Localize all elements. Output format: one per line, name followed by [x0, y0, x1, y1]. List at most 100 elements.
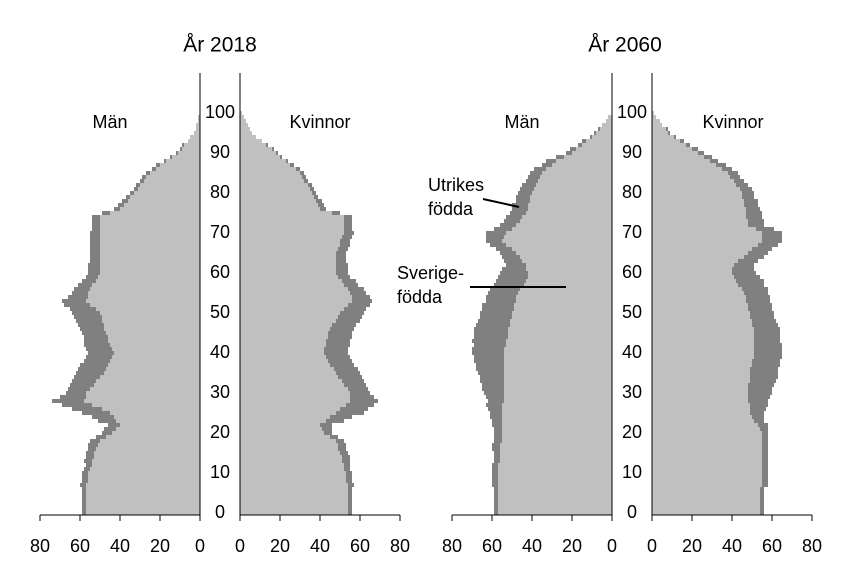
bar [194, 131, 200, 135]
bar [96, 447, 200, 451]
bar [546, 159, 556, 163]
bar [668, 131, 670, 135]
bar [734, 275, 760, 279]
bar [92, 219, 100, 223]
bar [86, 499, 200, 503]
bar [504, 383, 612, 387]
bar [240, 207, 320, 211]
bar [68, 387, 90, 391]
bar [78, 283, 92, 287]
bar [498, 491, 612, 495]
bar [240, 203, 318, 207]
bar [334, 367, 358, 371]
bar [502, 415, 612, 419]
bar [652, 195, 742, 199]
bar [532, 191, 612, 195]
bar [754, 351, 782, 355]
bar [502, 431, 612, 435]
bar [64, 303, 90, 307]
bar [506, 263, 526, 267]
bar [240, 171, 300, 175]
bar [90, 439, 100, 443]
bar [86, 487, 200, 491]
bar [240, 167, 296, 171]
bar [492, 463, 498, 467]
y-tick-label: 80 [210, 182, 230, 202]
bar [502, 419, 612, 423]
bar [520, 287, 612, 291]
bar [144, 179, 200, 183]
bar [754, 335, 780, 339]
bar [108, 339, 200, 343]
y-tick-label: 70 [210, 222, 230, 242]
bar [74, 287, 90, 291]
bar [90, 259, 100, 263]
bar [762, 435, 768, 439]
bar [762, 467, 768, 471]
bar [102, 407, 200, 411]
bar [112, 347, 200, 351]
bar [102, 315, 200, 319]
bar [728, 171, 738, 175]
bar [240, 339, 326, 343]
bar [240, 291, 350, 295]
bar [344, 215, 352, 219]
bar [240, 247, 338, 251]
bar [512, 247, 612, 251]
bar [240, 271, 336, 275]
bar [652, 351, 754, 355]
bar [92, 283, 200, 287]
bar [492, 423, 502, 427]
bar [240, 283, 344, 287]
bar [488, 399, 504, 403]
bar [528, 271, 612, 275]
bar [90, 387, 200, 391]
bar [90, 251, 100, 255]
bar [478, 371, 504, 375]
bar [734, 263, 754, 267]
bar [492, 467, 498, 471]
y-tick-label: 50 [622, 302, 642, 322]
bar [516, 251, 612, 255]
bar [172, 155, 200, 159]
bar [652, 159, 710, 163]
bar [504, 399, 612, 403]
bar [750, 403, 768, 407]
bar [90, 239, 100, 243]
bar [476, 367, 504, 371]
bar [486, 395, 504, 399]
bar [652, 335, 754, 339]
bar [96, 435, 106, 439]
bar [500, 447, 612, 451]
bar [652, 167, 722, 171]
bar [80, 327, 104, 331]
x-tick-label: 80 [442, 536, 462, 556]
bar [196, 127, 200, 131]
bar [90, 231, 100, 235]
bar [502, 427, 612, 431]
annotation: Sverige-födda [397, 263, 464, 307]
bar [502, 407, 612, 411]
bar [240, 419, 326, 423]
y-tick-label: 10 [622, 462, 642, 482]
bar [762, 443, 768, 447]
y-tick-label: 50 [210, 302, 230, 322]
bar [498, 511, 612, 515]
bar [240, 295, 352, 299]
bar [504, 347, 612, 351]
bar [524, 283, 612, 287]
bar [100, 263, 200, 267]
bar [516, 223, 612, 227]
bar [518, 291, 612, 295]
bar [88, 263, 100, 267]
bar [106, 435, 200, 439]
bar [752, 363, 780, 367]
bar [652, 359, 752, 363]
bar [336, 411, 364, 415]
bar [130, 191, 134, 195]
bar [240, 303, 348, 307]
bar [652, 339, 754, 343]
bar [652, 291, 744, 295]
bar [140, 179, 144, 183]
bar [240, 219, 344, 223]
